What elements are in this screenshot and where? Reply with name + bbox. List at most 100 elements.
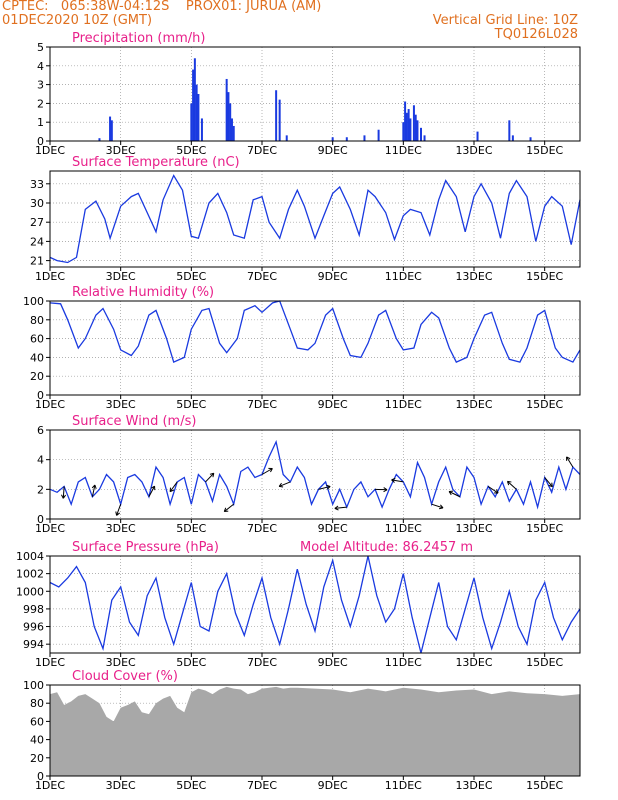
series-line (49, 555, 581, 654)
header-station: CPTEC: 065:38W-04:12S PROX01: JURUA (AM) (2, 0, 322, 14)
x-tick-label: 7DEC (247, 656, 277, 669)
x-tick-label: 11DEC (385, 398, 422, 411)
y-tick-label: 996 (23, 621, 44, 634)
y-tick-label: 80 (30, 314, 44, 327)
x-tick-label: 9DEC (318, 656, 348, 669)
wind-arrow (318, 485, 331, 490)
wind-arrow-head (278, 482, 284, 488)
panel-frame (49, 429, 581, 520)
wind-arrow (169, 481, 178, 492)
x-tick-label: 5DEC (176, 779, 206, 792)
y-tick-label: 40 (30, 351, 44, 364)
x-tick-label: 11DEC (385, 270, 422, 283)
x-tick-label: 13DEC (455, 656, 492, 669)
precip-bar (232, 125, 235, 141)
wind-arrow-head (91, 484, 97, 489)
x-tick-label: 3DEC (106, 656, 136, 669)
x-tick-label: 13DEC (455, 144, 492, 157)
wind-arrow-head (150, 485, 156, 491)
x-tick-label: 9DEC (318, 398, 348, 411)
y-tick-label: 6 (37, 424, 44, 437)
panel-5: 0 20 40 60 80 100 1DEC 3DEC 5DEC 7DEC 9DEC 11DEC 13D… (23, 669, 581, 792)
precip-bar (225, 78, 228, 141)
precip-bar (278, 99, 281, 141)
x-tick-label: 13DEC (455, 522, 492, 535)
x-tick-label: 15DEC (526, 270, 563, 283)
x-tick-label: 3DEC (106, 779, 136, 792)
x-tick-label: 5DEC (176, 144, 206, 157)
x-tick-label: 1DEC (35, 522, 65, 535)
x-tick-label: 13DEC (455, 779, 492, 792)
wind-arrow-head (326, 484, 331, 490)
x-tick-label: 1DEC (35, 779, 65, 792)
x-tick-label: 7DEC (247, 522, 277, 535)
precip-bar (190, 103, 193, 141)
header-date: 01DEC2020 10Z (GMT) (2, 13, 153, 28)
precip-bar (229, 103, 232, 141)
precip-bar (416, 120, 419, 141)
x-tick-label: 1DEC (35, 270, 65, 283)
series-line (49, 174, 581, 264)
x-tick-label: 9DEC (318, 144, 348, 157)
wind-arrow-head (115, 511, 120, 516)
wind-arrow (507, 480, 517, 490)
panel-frame (49, 46, 581, 142)
x-tick-label: 13DEC (455, 270, 492, 283)
x-tick-label: 9DEC (318, 779, 348, 792)
header-grid-line: Vertical Grid Line: 10Z (432, 13, 578, 28)
panel-frame (49, 300, 581, 396)
precip-bar (230, 118, 233, 141)
wind-arrow-head (494, 489, 499, 494)
x-tick-label: 5DEC (176, 398, 206, 411)
wind-arrow-head (448, 490, 454, 496)
x-tick-label: 5DEC (176, 522, 206, 535)
y-tick-label: 21 (30, 255, 44, 268)
precip-bar (109, 116, 112, 141)
y-tick-label: 80 (30, 697, 44, 710)
x-tick-label: 15DEC (526, 398, 563, 411)
precip-bar (409, 118, 412, 141)
x-tick-label: 9DEC (318, 270, 348, 283)
precip-bar (275, 90, 278, 141)
y-tick-label: 998 (23, 603, 44, 616)
wind-arrow (148, 485, 156, 497)
precip-bar (363, 135, 366, 141)
precip-bar (405, 112, 408, 141)
y-tick-label: 1000 (16, 585, 44, 598)
precip-bar (508, 120, 511, 141)
wind-arrow-head (566, 456, 571, 461)
x-tick-label: 3DEC (106, 522, 136, 535)
wind-arrow (223, 503, 235, 512)
precip-bar (98, 138, 101, 141)
wind-arrow (261, 468, 273, 475)
y-tick-label: 4 (37, 60, 44, 73)
wind-arrow (334, 506, 347, 509)
x-tick-label: 3DEC (106, 270, 136, 283)
y-tick-label: 24 (30, 235, 44, 248)
header-model: TQ0126L028 (494, 27, 578, 42)
y-tick-label: 20 (30, 752, 44, 765)
x-tick-label: 15DEC (526, 144, 563, 157)
y-tick-label: 30 (30, 197, 44, 210)
wind-arrow-head (61, 494, 67, 499)
precip-bar (420, 127, 422, 141)
panel-4: 994 996 998 1000 1002 1004 1DEC 3DEC 5DEC 7DEC 9DE… (16, 540, 581, 669)
x-tick-label: 1DEC (35, 656, 65, 669)
x-tick-label: 11DEC (385, 656, 422, 669)
precip-bar (414, 114, 417, 141)
wind-arrow (448, 491, 461, 498)
cloud-area (50, 686, 580, 776)
y-tick-label: 40 (30, 734, 44, 747)
x-tick-label: 9DEC (318, 522, 348, 535)
y-tick-label: 5 (37, 41, 44, 54)
precip-bar (402, 122, 405, 141)
panel-title: Relative Humidity (%) (72, 285, 214, 300)
wind-arrow (431, 503, 444, 509)
x-tick-label: 1DEC (35, 398, 65, 411)
precip-bar (407, 109, 410, 141)
precip-bar (423, 135, 426, 141)
wind-arrow-head (169, 487, 175, 493)
x-tick-label: 11DEC (385, 522, 422, 535)
precip-bar (110, 120, 113, 141)
panel-1: 21 24 27 30 33 1DEC 3DEC 5DEC 7DEC 9DEC 11DEC 13DEC… (30, 155, 581, 283)
